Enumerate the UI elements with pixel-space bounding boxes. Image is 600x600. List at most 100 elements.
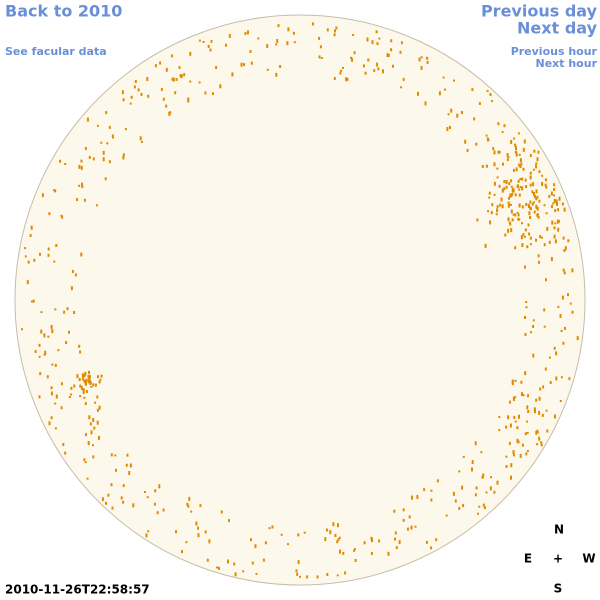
facula [108,160,111,164]
facula [516,211,519,214]
facula [528,232,531,236]
facula [234,572,237,577]
facula [83,198,86,202]
facula [334,534,337,537]
next-day-link[interactable]: Next day [517,19,598,38]
facula [528,205,530,208]
facula [92,418,95,422]
facula [98,435,100,440]
back-link[interactable]: Back to 2010 [5,2,122,21]
facula [533,192,535,196]
facula [512,450,515,455]
facula [557,227,560,232]
facula [553,183,556,187]
facula [71,270,74,273]
facula [165,104,168,108]
facula [505,465,508,468]
facula [529,154,532,157]
facula [334,29,336,33]
facula [90,430,93,435]
facula [553,194,556,197]
facula [529,216,531,219]
facula [80,165,83,170]
facula [499,203,502,207]
next-hour-link[interactable]: Next hour [536,57,598,70]
facula [88,415,91,420]
facula [353,51,356,55]
facula [484,243,487,248]
facula [543,243,546,247]
facula [292,31,295,35]
facula [486,137,489,142]
facula [517,217,520,221]
facula [376,42,379,46]
facula [445,514,448,517]
facula [482,503,485,507]
facula [80,386,83,391]
facula [525,185,528,188]
previous-hour-link[interactable]: Previous hour [511,45,598,58]
facula [62,443,65,446]
facula [159,61,162,65]
facula [81,185,84,189]
facula [46,375,49,379]
facula [115,468,117,472]
facula [541,182,544,186]
facula [510,475,512,480]
facula [296,572,299,576]
facula [68,396,71,398]
facula [474,441,477,446]
facula [526,245,529,249]
facula [517,179,520,183]
facula [514,379,517,382]
facula [94,383,97,387]
facula [54,363,57,367]
facula [275,43,278,46]
facula [496,167,499,170]
facula [518,188,521,191]
facula [94,401,97,404]
facula [527,394,529,398]
facula [122,155,125,160]
facula [333,77,336,80]
facula [501,130,504,133]
facula [496,208,499,213]
facula [438,91,441,96]
facula [571,268,574,273]
facula [146,77,149,81]
facula [505,185,508,189]
previous-day-link[interactable]: Previous day [481,2,598,21]
facula [48,421,51,426]
facula [353,548,356,551]
facula [70,286,73,291]
facula [503,124,506,128]
facula [535,189,538,194]
facula [324,537,327,542]
facula [371,538,373,543]
facula [78,164,81,169]
facula [129,102,132,105]
facula [254,544,257,549]
facula [501,188,504,193]
facula [529,183,532,187]
facula [471,88,474,92]
facula [507,203,510,208]
facular-link[interactable]: See facular data [5,45,107,58]
facula [560,330,563,332]
facula [38,343,41,347]
facula [528,211,531,216]
facula [509,193,512,198]
facula [99,378,102,381]
facula [571,310,574,314]
facula [32,299,35,303]
facula [183,73,186,77]
facula [126,453,129,457]
facula [519,165,522,168]
facula [544,367,547,371]
facula [461,111,463,114]
compass-north: N [554,523,564,537]
facula [187,99,190,103]
facula [160,88,163,91]
facula [47,247,50,251]
facula [111,134,114,139]
